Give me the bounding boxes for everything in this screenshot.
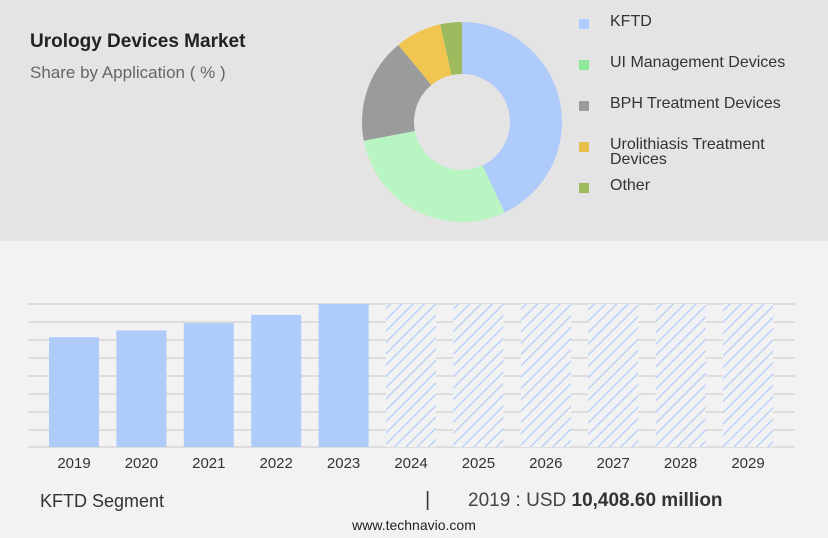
x-tick-label: 2019 (57, 455, 90, 472)
donut-chart (362, 22, 562, 222)
legend-swatch-kftd (579, 19, 589, 29)
donut-slice-urolithiasis-treatment-devices (398, 24, 452, 86)
legend-label-other: Other (610, 177, 651, 194)
x-tick-label: 2025 (462, 455, 495, 472)
x-tick-label: 2028 (664, 455, 697, 472)
bar-2023 (318, 304, 369, 447)
source-link[interactable]: www.technavio.com (352, 517, 476, 533)
x-tick-label: 2022 (260, 455, 293, 472)
year-prefix: 2019 : USD (468, 490, 572, 511)
forecast-bar-2024 (386, 304, 436, 447)
bar-2022 (251, 314, 302, 447)
x-tick-label: 2024 (394, 455, 427, 472)
bar-2021 (183, 322, 234, 447)
forecast-bar-2025 (453, 304, 504, 447)
forecast-bar-2029 (723, 304, 773, 447)
donut-slice-kftd (462, 22, 562, 213)
donut-slice-other (440, 22, 462, 76)
chart-subtitle: Share by Application ( % ) (30, 63, 226, 82)
donut-slice-ui-management-devices (363, 130, 505, 222)
bar-chart: 2019 2020 2021 2022 2023 2024 2025 2026 2027 2028… (28, 303, 795, 472)
legend-label-ui-management: UI Management Devices (610, 54, 786, 71)
forecast-bar-2028 (655, 304, 706, 447)
segment-label: KFTD Segment (40, 491, 165, 511)
x-tick-label: 2023 (327, 455, 360, 472)
legend-swatch-urolithiasis (579, 142, 589, 152)
legend-swatch-ui-management (579, 60, 589, 70)
x-tick-label: 2029 (731, 455, 764, 472)
forecast-bar-2027 (588, 304, 639, 447)
bar-2019 (49, 337, 99, 447)
segment-value-line: 2019 : USD 10,408.60 million (468, 490, 723, 512)
legend-label-bph: BPH Treatment Devices (610, 95, 781, 112)
footer-separator: | (425, 489, 431, 511)
legend-label-urolithiasis: Urolithiasis Treatment Devices (610, 136, 765, 168)
donut-slice-bph-treatment-devices (362, 44, 432, 141)
x-tick-label: 2021 (192, 455, 225, 472)
legend-swatch-other (579, 183, 589, 193)
legend-label-kftd: KFTD (610, 13, 652, 30)
chart-title: Urology Devices Market (30, 31, 246, 52)
segment-value: 10,408.60 million (571, 490, 723, 511)
x-tick-label: 2027 (597, 455, 630, 472)
x-tick-label: 2020 (125, 455, 158, 472)
legend-swatch-bph (579, 101, 589, 111)
forecast-bar-2026 (520, 304, 571, 447)
x-tick-label: 2026 (529, 455, 562, 472)
bar-2020 (116, 330, 167, 447)
